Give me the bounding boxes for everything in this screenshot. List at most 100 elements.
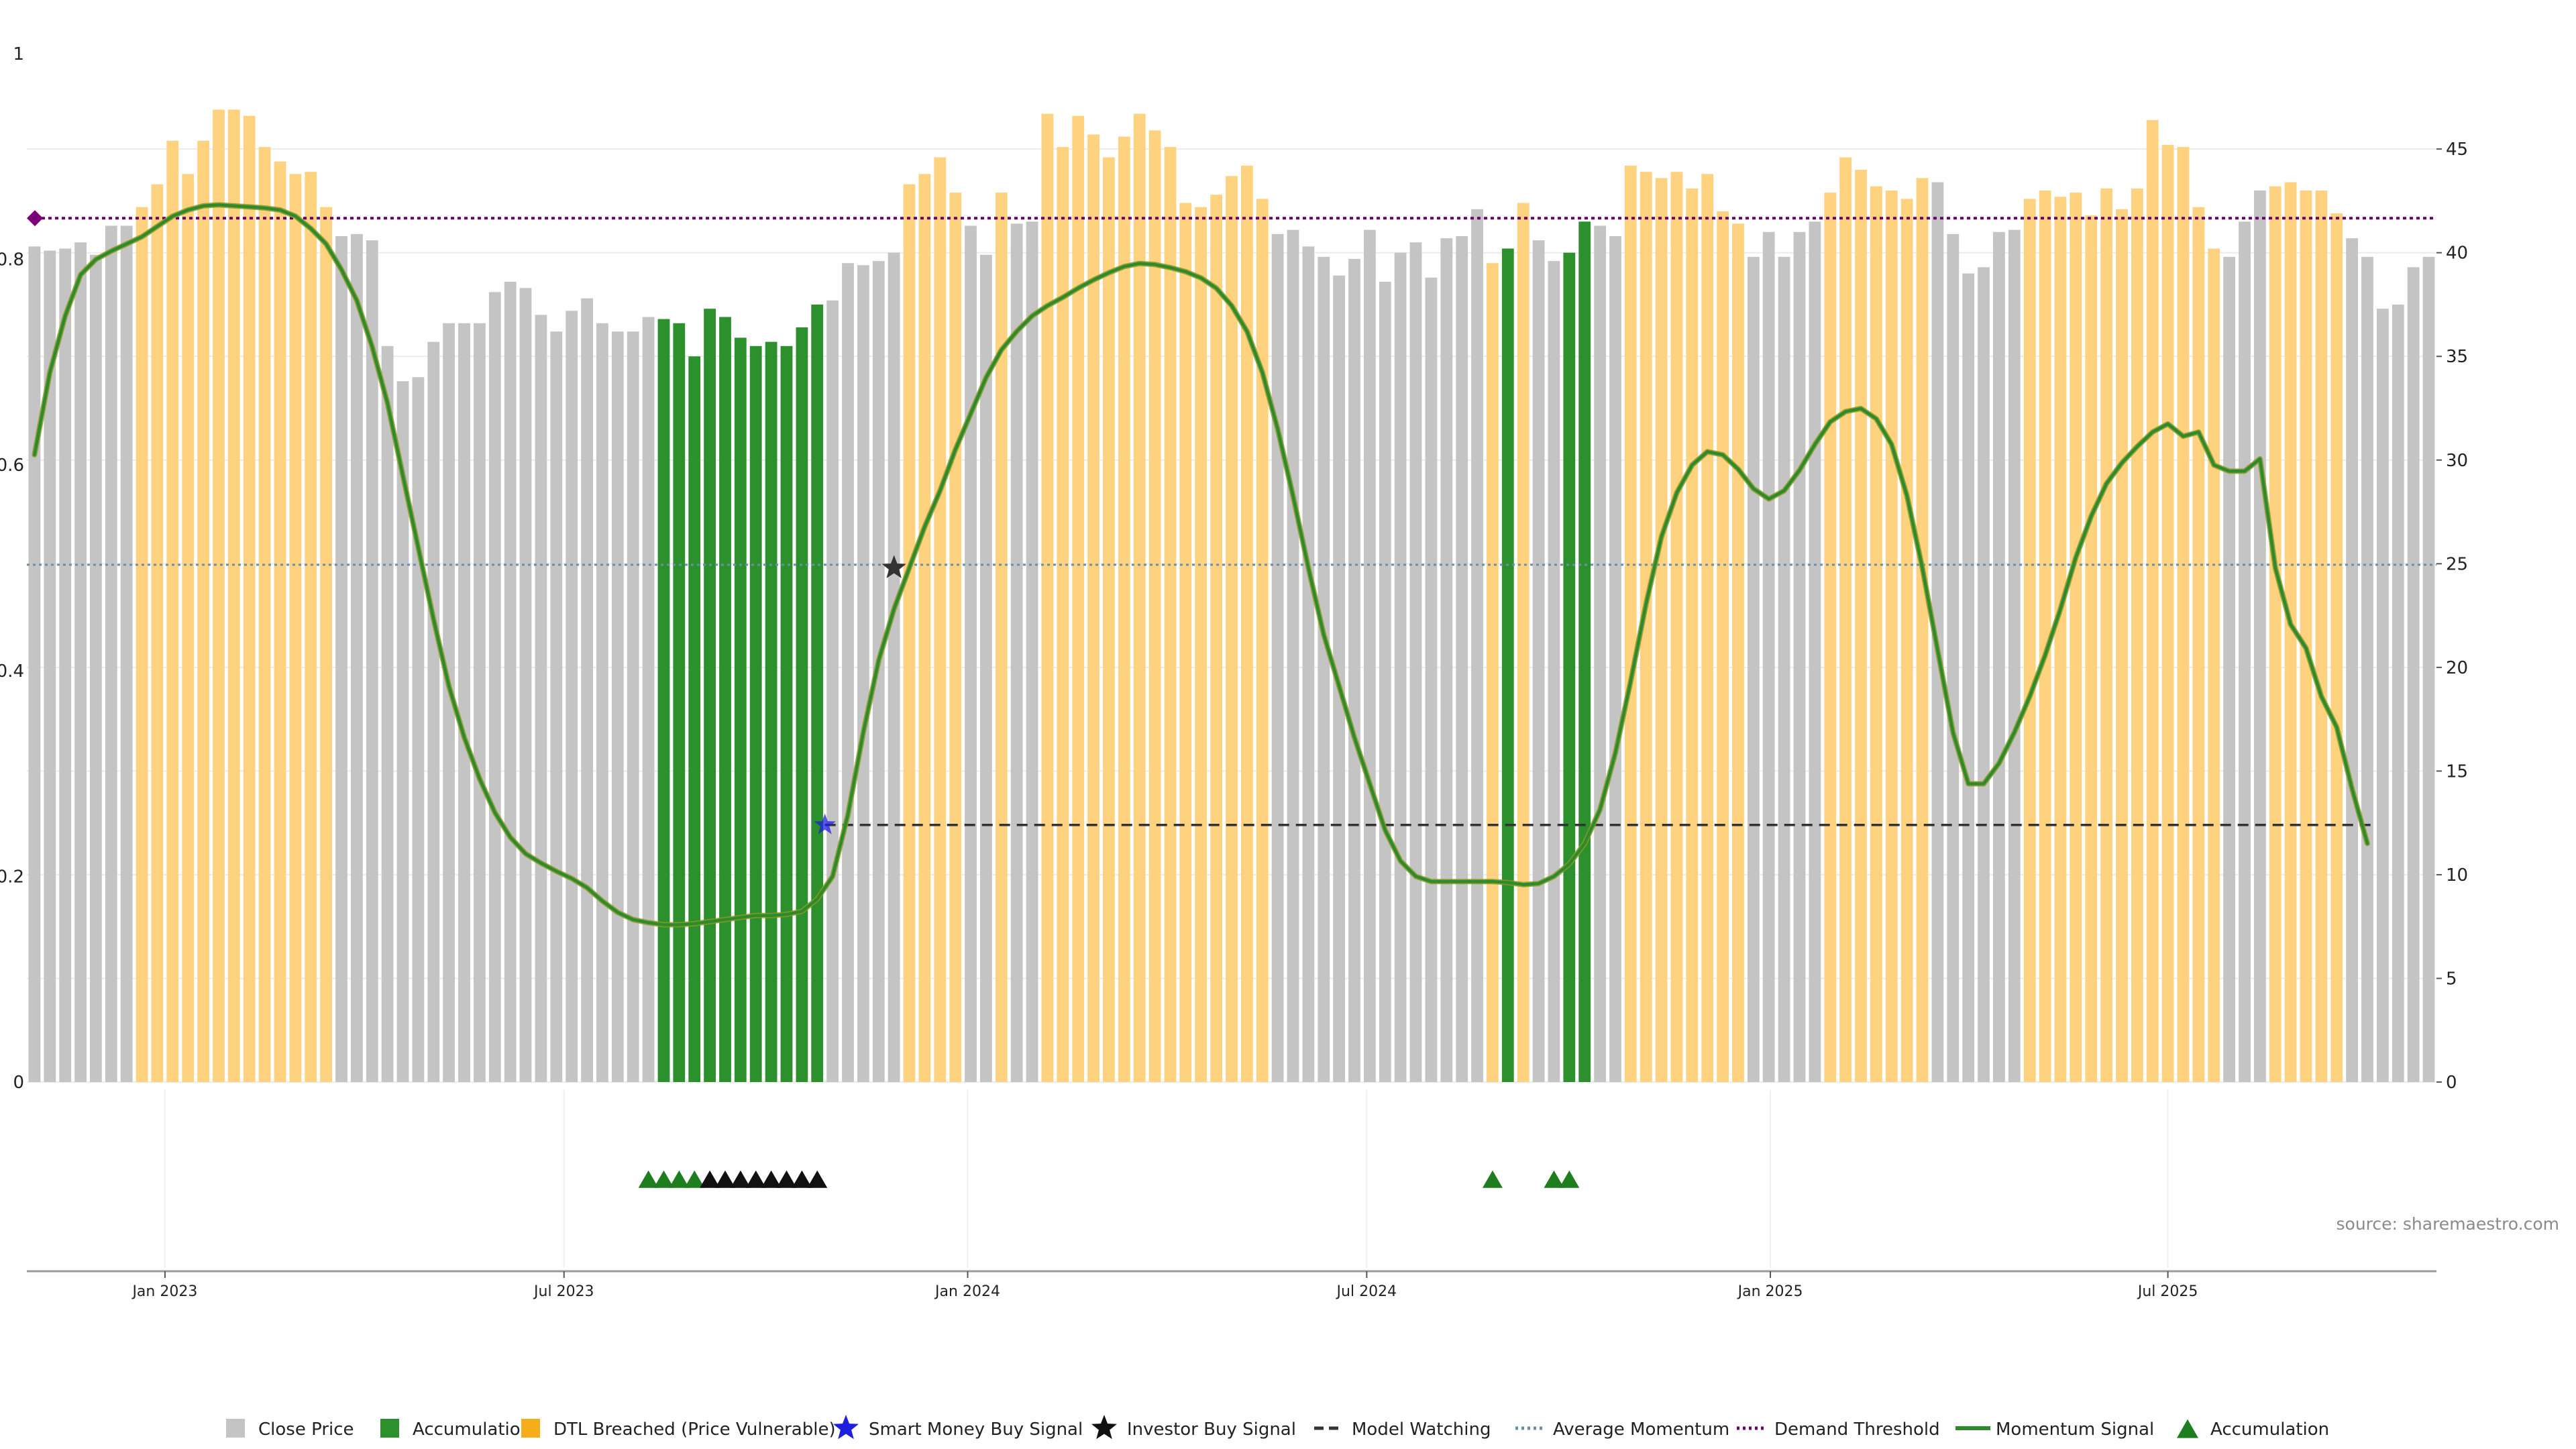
legend-label: Average Momentum [1553, 1419, 1729, 1440]
left-tick-label: 0.2 [0, 867, 24, 887]
close-price-bar [74, 242, 87, 1082]
x-tick-label: Jan 2023 [131, 1283, 197, 1300]
legend-label: Accumulation [2210, 1419, 2329, 1440]
close-price-bar [1394, 252, 1407, 1083]
right-tick-label: 20 [2446, 658, 2468, 678]
legend-item: Demand Threshold [1737, 1419, 1940, 1440]
legend-label: Accumulation [413, 1419, 531, 1440]
dtl-breached-bar [1916, 178, 1929, 1082]
dtl-breached-bar [2177, 147, 2190, 1083]
x-tick-label: Jul 2023 [533, 1283, 594, 1300]
right-tick-label: 35 [2446, 347, 2468, 367]
accumulation-triangle-black [807, 1170, 828, 1188]
close-price-bar [443, 323, 455, 1082]
smart-money-buy-star [814, 813, 836, 835]
accumulation-triangle-green [684, 1170, 705, 1188]
dtl-breached-bar [1900, 199, 1913, 1082]
close-price-bar [2254, 191, 2266, 1082]
legend-swatch-square [521, 1419, 540, 1438]
dtl-breached-bar [1701, 174, 1714, 1082]
dtl-breached-bar [1732, 223, 1744, 1082]
accumulation-bar [734, 337, 747, 1082]
dtl-breached-bar [1824, 193, 1837, 1083]
dtl-breached-bar [1210, 195, 1222, 1083]
close-price-bar [1793, 231, 1806, 1082]
accumulation-triangle-black [761, 1170, 782, 1188]
legend-label: Smart Money Buy Signal [869, 1419, 1083, 1440]
right-tick-label: 10 [2446, 865, 2468, 885]
accumulation-triangle-green [669, 1170, 690, 1188]
close-price-bar [550, 331, 563, 1083]
x-tick-label: Jan 2025 [1737, 1283, 1803, 1300]
accumulation-bar [749, 345, 762, 1082]
dtl-breached-bar [934, 157, 947, 1082]
close-price-bar [642, 317, 655, 1082]
legend: Close Price Accumulation DTL Breached (Pri… [226, 1415, 2329, 1440]
right-tick-label: 40 [2446, 244, 2468, 264]
close-price-bar [2407, 267, 2420, 1082]
close-price-bar [1271, 233, 1284, 1082]
close-price-bar [535, 315, 547, 1082]
left-tick-label: 0 [13, 1073, 24, 1093]
accumulation-triangle-black [776, 1170, 797, 1188]
close-price-bar [2223, 256, 2235, 1082]
dtl-breached-bar [1195, 207, 1208, 1083]
dtl-breached-bar [2161, 145, 2174, 1082]
close-price-bar [566, 311, 578, 1083]
dtl-breached-bar [1087, 134, 1099, 1082]
dtl-breached-bar [151, 184, 164, 1083]
dtl-breached-bar [1870, 186, 1882, 1082]
legend-item: Accumulation [380, 1419, 531, 1440]
right-tick-label: 25 [2446, 554, 2468, 574]
dtl-breached-bar [2300, 191, 2312, 1082]
dtl-breached-bar [2023, 199, 2036, 1082]
close-price-bar [596, 323, 608, 1082]
accumulation-triangle-black [730, 1170, 751, 1188]
legend-label: Demand Threshold [1774, 1419, 1940, 1440]
dtl-breached-bar [2070, 193, 2082, 1083]
close-price-bar [1425, 277, 1438, 1082]
accumulation-bar [780, 345, 793, 1082]
close-price-bar [90, 254, 102, 1082]
close-price-bar [1594, 225, 1606, 1082]
dtl-breached-bar [166, 140, 179, 1082]
close-price-bar [1609, 236, 1621, 1082]
legend-item: Smart Money Buy Signal [833, 1415, 1083, 1440]
close-price-bar [458, 323, 470, 1082]
dtl-breached-bar [1148, 130, 1161, 1082]
legend-label: Model Watching [1352, 1419, 1491, 1440]
accumulation-triangle-green [638, 1170, 659, 1188]
right-tick-label: 30 [2446, 451, 2468, 471]
close-price-bar [28, 246, 41, 1082]
dtl-breached-bar [1256, 199, 1269, 1082]
close-price-bar [980, 254, 992, 1082]
close-price-bar [2008, 229, 2021, 1083]
legend-label: DTL Breached (Price Vulnerable) [553, 1419, 836, 1440]
dtl-breached-bar [258, 147, 271, 1083]
dtl-breached-bar [2085, 215, 2098, 1083]
signal-markers [814, 555, 906, 835]
dtl-breached-bar [305, 172, 317, 1083]
close-price-bar [888, 252, 900, 1083]
close-price-bar [1318, 256, 1330, 1082]
dtl-breached-bar [918, 174, 931, 1082]
dtl-breached-bar [2284, 182, 2297, 1083]
close-price-bar [1809, 221, 1821, 1082]
dtl-breached-bar [1164, 147, 1177, 1083]
close-price-bar [1931, 182, 1944, 1083]
close-price-bar [396, 381, 409, 1082]
accumulation-triangle-black [792, 1170, 812, 1188]
legend-label: Investor Buy Signal [1127, 1419, 1296, 1440]
left-tick-label: 0.6 [0, 455, 24, 476]
dtl-breached-bar [1717, 211, 1729, 1082]
accumulation-triangle-black [714, 1170, 735, 1188]
dtl-breached-bar [2315, 191, 2328, 1082]
dtl-breached-bar [213, 109, 225, 1082]
accumulation-bar [765, 341, 777, 1083]
close-price-bar [1010, 223, 1023, 1082]
close-price-bar [1748, 256, 1760, 1082]
close-price-bar [842, 263, 854, 1083]
close-price-bar [1978, 267, 1990, 1082]
dtl-breached-bar [2100, 188, 2112, 1082]
